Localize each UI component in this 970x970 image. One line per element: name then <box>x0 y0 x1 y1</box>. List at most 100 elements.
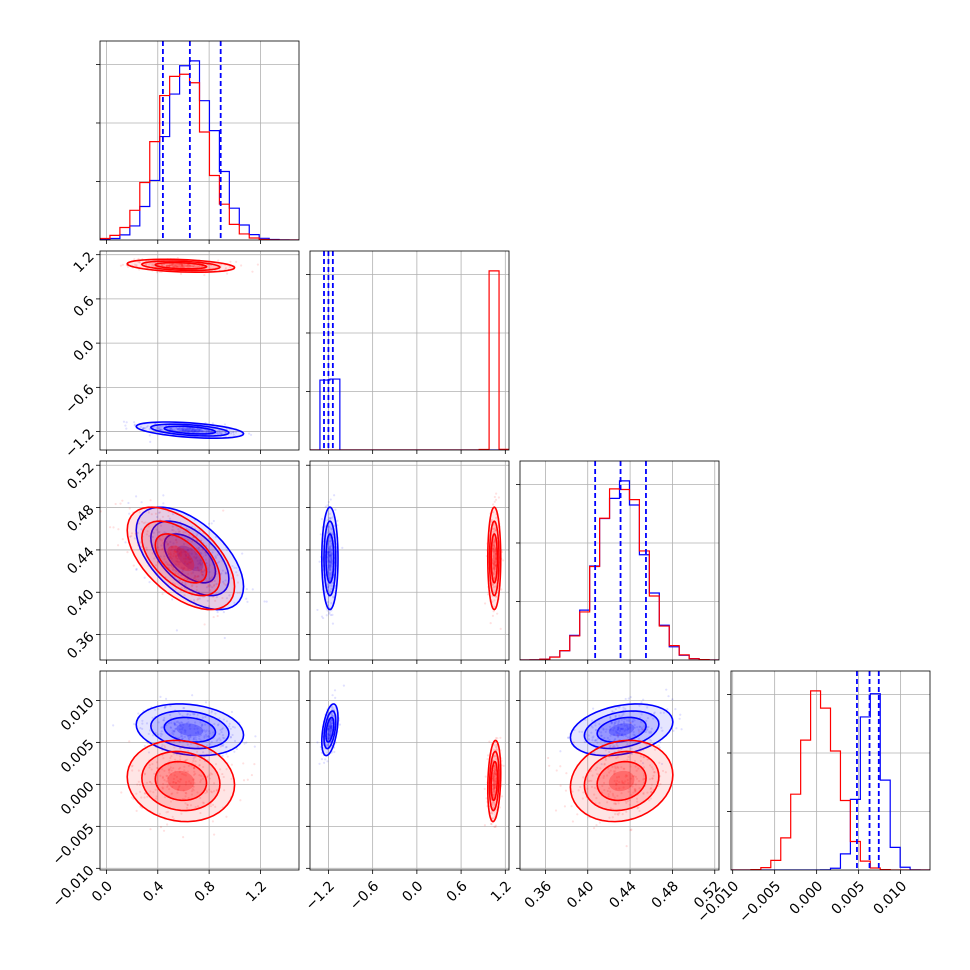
y-tick-label-2-3: 0.48 <box>64 502 97 535</box>
y-tick-label-3-2: 0.000 <box>58 779 98 819</box>
contour-line-1-0 <box>569 739 674 823</box>
y-tick-label-2-4: 0.52 <box>64 460 97 493</box>
contour-line-0-0 <box>320 506 339 611</box>
contour-fill-1-2 <box>155 533 207 583</box>
x-tick-label-3-4: 0.010 <box>871 878 911 918</box>
scatter-panel-1-0 <box>100 251 299 450</box>
panel-frame-3-3 <box>730 670 931 871</box>
histogram-series-1 <box>310 270 509 450</box>
contour-line-1-1 <box>141 520 221 597</box>
scatter-panel-2-0 <box>100 461 299 660</box>
contour-line-1-1 <box>141 750 221 812</box>
histogram-panel-2 <box>520 461 719 660</box>
contour-line-0-2 <box>163 716 217 743</box>
histogram-series-1 <box>100 73 299 240</box>
contour-line-0-1 <box>323 710 337 750</box>
contour-fill-1-0 <box>127 259 235 273</box>
x-tick-label-1-2: 0.0 <box>399 878 426 905</box>
contour-fill-0-1 <box>150 521 229 596</box>
contour-fill-1-0 <box>127 740 235 822</box>
contour-fill-0-3 <box>176 545 204 572</box>
panel-frame-0-0 <box>99 40 300 241</box>
contour-fill-0-2 <box>597 717 647 743</box>
y-tick-label-2-0: 0.36 <box>64 629 97 662</box>
contour-fill-1-3 <box>167 264 195 268</box>
panel-frame-2-1 <box>309 460 510 661</box>
contour-fill-1-1 <box>141 521 220 596</box>
scatter-points-1 <box>100 499 241 626</box>
contour-line-0-0 <box>320 703 339 757</box>
x-tick-label-0-3: 1.2 <box>243 878 270 905</box>
contour-line-1-1 <box>140 260 221 272</box>
y-tick-label-1-0: −1.2 <box>62 426 97 461</box>
contour-fill-0-3 <box>327 723 332 737</box>
contour-fill-0-3 <box>327 545 332 572</box>
y-tick-label-1-2: 0.0 <box>71 337 98 364</box>
contour-fill-1-3 <box>492 545 496 572</box>
contour-line-1-1 <box>583 750 660 812</box>
contour-line-1-1 <box>488 520 500 597</box>
x-tick-label-1-0: −1.2 <box>303 878 338 913</box>
x-tick-label-2-2: 0.44 <box>606 878 639 911</box>
contour-line-0-1 <box>150 520 230 597</box>
contour-line-0-1 <box>150 710 230 750</box>
scatter-panel-3-2 <box>520 671 719 870</box>
x-tick-label-2-0: 0.36 <box>522 878 555 911</box>
contour-line-0-1 <box>323 520 337 597</box>
y-tick-label-3-0: −0.010 <box>50 863 98 911</box>
y-tick-label-3-4: 0.010 <box>58 695 98 735</box>
panel-frame-3-2 <box>519 670 720 871</box>
contour-line-1-2 <box>490 533 499 584</box>
contour-line-0-2 <box>163 533 217 584</box>
contour-fill-1-0 <box>127 507 235 610</box>
x-tick-label-2-3: 0.48 <box>649 878 682 911</box>
y-tick-label-1-1: −0.6 <box>62 382 97 417</box>
histogram-panel-0 <box>100 41 299 240</box>
contour-line-0-2 <box>596 716 647 743</box>
contour-fill-0-1 <box>584 710 659 749</box>
contour-fill-0-3 <box>608 723 635 737</box>
contour-fill-1-2 <box>491 533 498 583</box>
contour-fill-1-2 <box>597 761 647 801</box>
contour-line-1-0 <box>126 258 236 274</box>
x-tick-label-3-3: 0.005 <box>829 878 869 918</box>
x-tick-label-2-1: 0.40 <box>564 878 597 911</box>
panel-frame-3-0 <box>99 670 300 871</box>
contour-fill-0-2 <box>326 533 334 583</box>
y-tick-label-1-3: 0.6 <box>71 293 98 320</box>
histogram-series-1 <box>520 488 719 660</box>
scatter-panel-2-1 <box>310 461 509 660</box>
contour-fill-0-0 <box>136 507 244 610</box>
contour-line-1-2 <box>154 533 208 584</box>
contour-line-0-2 <box>163 425 217 435</box>
contour-fill-1-0 <box>570 740 673 822</box>
contour-line-1-0 <box>126 506 236 611</box>
contour-line-1-0 <box>126 739 236 823</box>
contour-fill-1-3 <box>492 770 496 792</box>
y-tick-label-2-1: 0.40 <box>64 587 97 620</box>
x-tick-label-1-1: −0.6 <box>347 878 382 913</box>
histogram-panel-1 <box>310 251 509 450</box>
contour-line-0-2 <box>325 533 335 584</box>
contour-fill-0-2 <box>164 533 216 583</box>
contour-fill-1-3 <box>167 770 195 792</box>
contour-line-1-2 <box>154 261 208 270</box>
histogram-series-1 <box>731 690 930 870</box>
contour-line-1-0 <box>486 506 502 611</box>
x-tick-label-1-4: 1.2 <box>488 878 515 905</box>
x-tick-label-3-2: 0.000 <box>787 878 827 918</box>
contour-line-0-0 <box>569 703 674 757</box>
scatter-panel-3-0 <box>100 671 299 870</box>
panel-frame-2-0 <box>99 460 300 661</box>
y-tick-label-3-1: −0.005 <box>50 821 98 869</box>
contour-fill-1-3 <box>167 545 195 572</box>
histogram-series-0 <box>520 480 719 660</box>
y-tick-label-3-3: 0.005 <box>58 737 98 777</box>
contour-line-1-2 <box>490 760 499 802</box>
contour-line-0-0 <box>135 421 245 439</box>
contour-line-0-2 <box>325 716 335 743</box>
x-tick-label-3-1: −0.005 <box>736 878 784 926</box>
contour-line-1-2 <box>596 760 647 802</box>
panel-frame-1-0 <box>99 250 300 451</box>
